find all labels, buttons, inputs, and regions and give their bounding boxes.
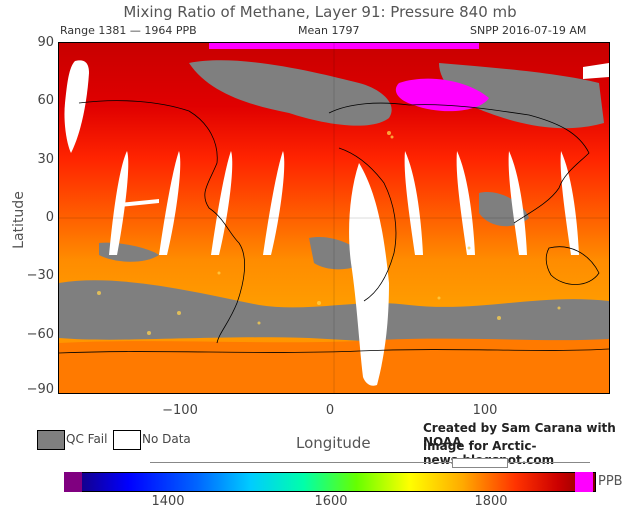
map-title: Mixing Ratio of Methane, Layer 91: Press…	[123, 3, 517, 21]
lat-tick-minus-90: −90	[26, 382, 54, 397]
lat-tick-minus-60: −60	[26, 327, 54, 342]
scale-knob	[452, 458, 508, 468]
methane-map	[58, 42, 610, 394]
qc-fail-label: QC Fail	[66, 432, 108, 446]
lat-tick-0: 0	[45, 210, 54, 225]
colorbar-label-1400: 1400	[151, 494, 185, 509]
lat-tick-90: 90	[37, 35, 54, 50]
latitude-axis-label: Latitude	[11, 191, 27, 249]
qc-fail-swatch	[37, 430, 65, 450]
colorbar-unit: PPB	[598, 474, 623, 489]
coastlines	[59, 100, 609, 354]
credit-line-1: Created by Sam Carana with NOAA	[423, 421, 616, 449]
colorbar-low-cap	[64, 472, 82, 492]
map-graphic	[59, 43, 609, 393]
no-data-label: No Data	[142, 432, 191, 446]
source-text: SNPP 2016-07-19 AM	[470, 24, 587, 37]
lat-lon-grid	[59, 43, 609, 393]
arctic-magenta-region	[395, 78, 489, 112]
lat-tick-60: 60	[37, 93, 54, 108]
mean-text: Mean 1797	[298, 24, 360, 37]
qc-fail-regions	[59, 60, 609, 377]
scale-line	[150, 462, 590, 463]
no-data-swatch	[113, 430, 141, 450]
colorbar	[64, 472, 596, 492]
lat-tick-30: 30	[37, 152, 54, 167]
arctic-magenta-strip	[209, 43, 479, 49]
scatter-dots	[97, 131, 561, 335]
colorbar-high-cap	[575, 472, 593, 492]
colorbar-label-1800: 1800	[474, 494, 508, 509]
lon-tick-100: 100	[472, 403, 498, 418]
lon-tick-0: 0	[325, 403, 335, 418]
lon-tick-minus-100: −100	[162, 403, 198, 418]
longitude-axis-label: Longitude	[296, 434, 371, 452]
lat-tick-minus-30: −30	[26, 268, 54, 283]
range-text: Range 1381 — 1964 PPB	[60, 24, 197, 37]
colorbar-label-1600: 1600	[314, 494, 348, 509]
